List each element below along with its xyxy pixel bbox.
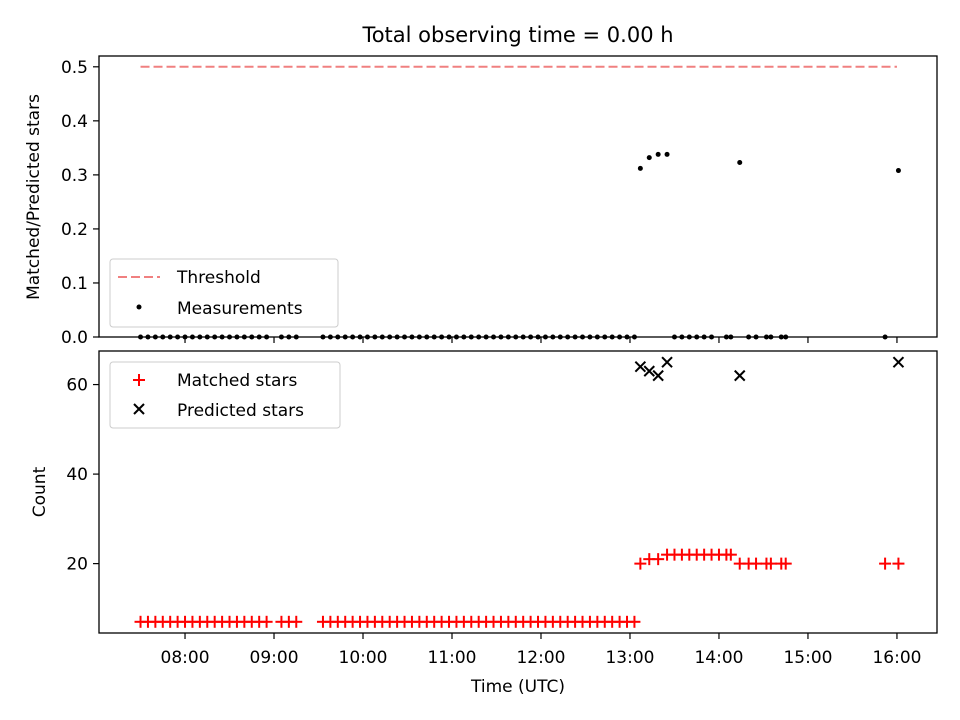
matched-star-point — [750, 557, 763, 570]
top-plot-frame — [98, 55, 938, 338]
legend-threshold-label: Threshold — [176, 268, 261, 288]
bottom-y-tick-label: 60 — [66, 376, 88, 396]
x-tick-label: 13:00 — [605, 648, 654, 668]
top-y-tick-label: 0.4 — [61, 112, 88, 132]
predicted-star-point — [634, 360, 647, 373]
top-panel: Total observing time = 0.00 h 0.00.10.20… — [24, 23, 938, 348]
predicted-star-point — [661, 356, 673, 368]
x-axis-label: Time (UTC) — [470, 677, 565, 697]
predicted-star-point — [892, 356, 905, 368]
top-y-tick-label: 0.2 — [61, 220, 88, 240]
measurement-point — [646, 155, 652, 161]
legend-matched-label: Matched stars — [177, 371, 297, 391]
top-y-tick-label: 0.5 — [61, 58, 88, 78]
measurement-point — [655, 151, 661, 157]
measurement-point — [637, 165, 643, 171]
matched-star-point — [628, 615, 641, 628]
x-tick-label: 09:00 — [250, 648, 299, 668]
predicted-star-point — [652, 369, 664, 382]
matched-star-point — [779, 557, 792, 570]
top-y-tick-label: 0.0 — [61, 328, 88, 348]
matched-star-point — [892, 557, 905, 570]
bottom-y-axis-ticks: 20 40 60 — [66, 376, 99, 575]
top-legend-box — [109, 258, 339, 328]
x-tick-label: 08:00 — [161, 648, 210, 668]
top-y-tick-label: 0.3 — [61, 166, 88, 186]
legend-matched-swatch — [133, 374, 145, 386]
matched-star-point — [879, 557, 892, 570]
x-tick-label: 14:00 — [694, 648, 743, 668]
bottom-y-axis-label: Count — [30, 466, 50, 517]
bottom-y-tick-label: 40 — [66, 465, 88, 485]
x-tick-label: 10:00 — [339, 648, 388, 668]
legend-predicted-label: Predicted stars — [177, 401, 304, 421]
bottom-plot-frame — [98, 350, 938, 634]
top-y-tick-label: 0.1 — [61, 274, 88, 294]
predicted-stars-series — [634, 356, 905, 382]
legend-predicted-swatch — [133, 403, 145, 415]
top-y-axis-ticks: 0.0 0.1 0.2 0.3 0.4 0.5 — [61, 58, 99, 348]
bottom-legend-box — [109, 361, 341, 429]
bottom-y-tick-label: 20 — [66, 555, 88, 575]
matched-star-point — [260, 615, 273, 628]
chart-title: Total observing time = 0.00 h — [361, 23, 673, 47]
bottom-legend: Matched stars Predicted stars — [109, 361, 341, 429]
matched-star-point — [724, 548, 737, 561]
matched-star-point — [652, 553, 665, 566]
legend-measurements-label: Measurements — [177, 299, 303, 319]
top-y-axis-label: Matched/Predicted stars — [24, 94, 44, 300]
x-tick-label: 16:00 — [872, 648, 921, 668]
matched-star-point — [634, 557, 647, 570]
top-x-axis-ticks — [184, 337, 898, 343]
x-tick-label: 12:00 — [516, 648, 565, 668]
predicted-star-point — [734, 369, 746, 382]
measurement-point — [737, 159, 743, 165]
measurement-point — [895, 168, 901, 174]
x-tick-label: 15:00 — [783, 648, 832, 668]
legend-measurements-swatch — [136, 304, 142, 310]
matched-star-point — [764, 557, 777, 570]
matched-stars-series — [134, 548, 905, 628]
bottom-panel: 20 40 60 08:00 09:00 10:00 11:00 12:00 13:00 14:… — [30, 350, 938, 697]
measurement-point — [664, 151, 670, 157]
matched-star-point — [290, 615, 303, 628]
bottom-x-axis-ticks: 08:00 09:00 10:00 11:00 12:00 13:00 14:00 15:00… — [161, 633, 921, 668]
predicted-star-point — [643, 365, 655, 377]
x-tick-label: 11:00 — [427, 648, 476, 668]
top-legend: Threshold Measurements — [109, 258, 339, 328]
